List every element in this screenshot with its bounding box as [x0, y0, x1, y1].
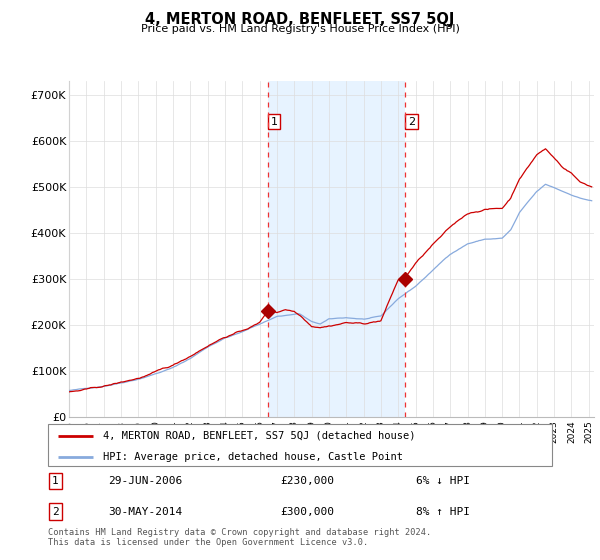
Text: 30-MAY-2014: 30-MAY-2014	[109, 507, 183, 516]
Text: 1: 1	[271, 116, 278, 127]
Text: 2: 2	[52, 507, 59, 516]
Text: 4, MERTON ROAD, BENFLEET, SS7 5QJ: 4, MERTON ROAD, BENFLEET, SS7 5QJ	[145, 12, 455, 27]
Text: HPI: Average price, detached house, Castle Point: HPI: Average price, detached house, Cast…	[103, 452, 403, 461]
FancyBboxPatch shape	[48, 424, 552, 466]
Text: 4, MERTON ROAD, BENFLEET, SS7 5QJ (detached house): 4, MERTON ROAD, BENFLEET, SS7 5QJ (detac…	[103, 431, 416, 441]
Text: 6% ↓ HPI: 6% ↓ HPI	[416, 476, 470, 486]
Text: £230,000: £230,000	[280, 476, 334, 486]
Text: 29-JUN-2006: 29-JUN-2006	[109, 476, 183, 486]
Bar	[268, 81, 406, 417]
Text: 1: 1	[52, 476, 59, 486]
Text: £300,000: £300,000	[280, 507, 334, 516]
Text: Contains HM Land Registry data © Crown copyright and database right 2024.
This d: Contains HM Land Registry data © Crown c…	[48, 528, 431, 547]
Text: Price paid vs. HM Land Registry's House Price Index (HPI): Price paid vs. HM Land Registry's House …	[140, 24, 460, 34]
Text: 2: 2	[408, 116, 415, 127]
Text: 8% ↑ HPI: 8% ↑ HPI	[416, 507, 470, 516]
